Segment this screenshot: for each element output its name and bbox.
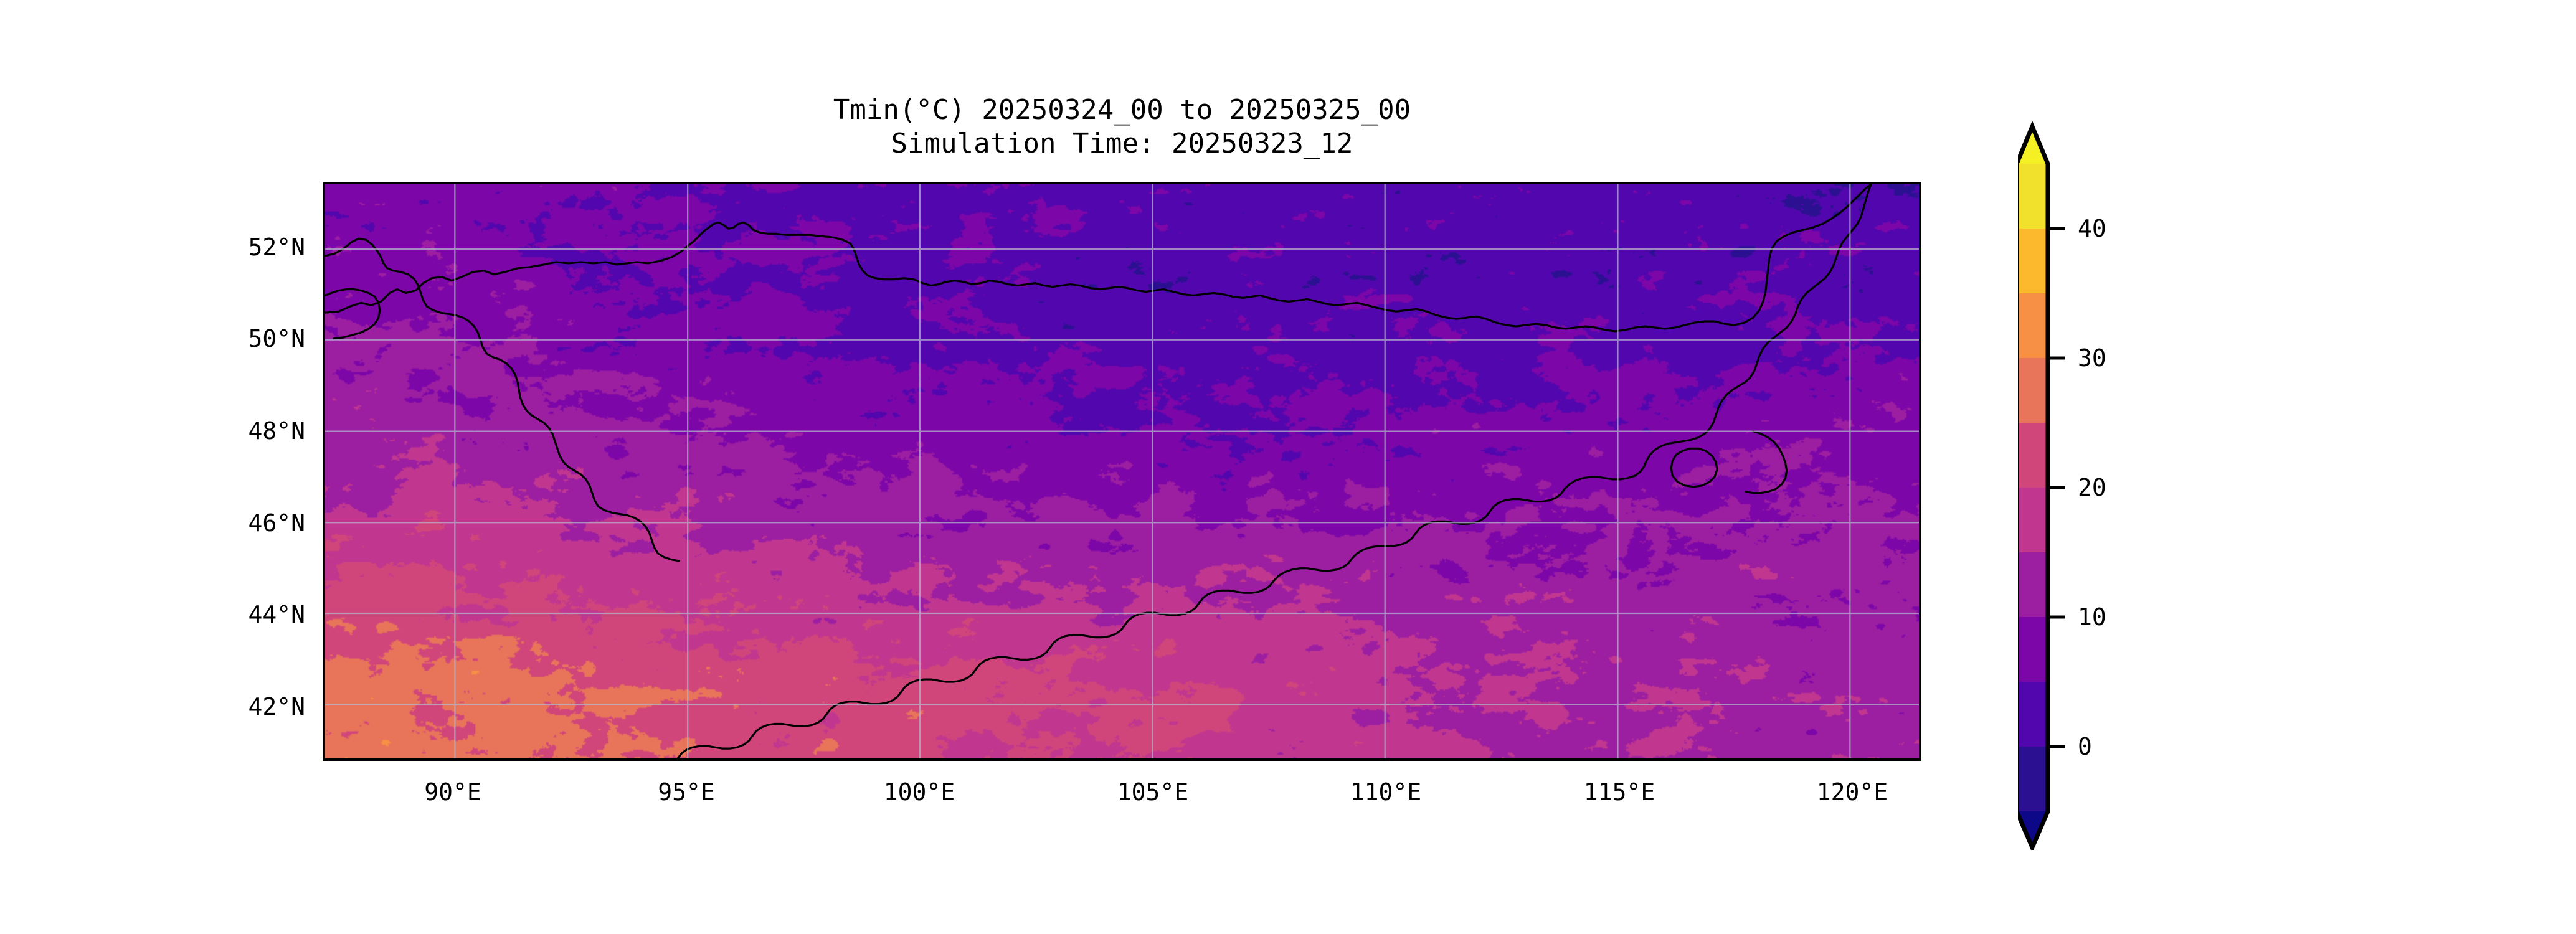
ytick-label-44n: 44°N <box>248 601 305 628</box>
colorbar-tick-0: 0 <box>2078 733 2092 760</box>
ytick-label-46n: 46°N <box>248 509 305 537</box>
colorbar-outline <box>2018 120 2050 850</box>
ytick-label-52n: 52°N <box>248 234 305 261</box>
temperature-field <box>325 184 1919 758</box>
colorbar-over-arrow <box>2018 126 2048 164</box>
ytick-label-42n: 42°N <box>248 693 305 720</box>
colorbar: 40 30 20 10 0 <box>2018 103 2255 850</box>
title-line-1: Tmin(°C) 20250324_00 to 20250325_00 <box>833 94 1411 126</box>
colorbar-tick-10: 10 <box>2078 603 2106 631</box>
xtick-label-90e: 90°E <box>424 778 481 806</box>
ytick-label-50n: 50°N <box>248 325 305 352</box>
xtick-label-105e: 105°E <box>1117 778 1189 806</box>
xtick-label-120e: 120°E <box>1816 778 1888 806</box>
colorbar-tick-20: 20 <box>2078 474 2106 501</box>
ytick-label-48n: 48°N <box>248 417 305 445</box>
xtick-label-115e: 115°E <box>1583 778 1655 806</box>
country-borders <box>325 184 1872 758</box>
colorbar-tick-30: 30 <box>2078 344 2106 372</box>
xtick-label-95e: 95°E <box>658 778 715 806</box>
colorbar-tick-40: 40 <box>2078 215 2106 242</box>
map-plot-area <box>323 182 1921 761</box>
title-line-2: Simulation Time: 20250323_12 <box>891 128 1353 159</box>
xtick-label-100e: 100°E <box>883 778 955 806</box>
chart-title: Tmin(°C) 20250324_00 to 20250325_00 Simu… <box>323 93 1921 161</box>
colorbar-under-arrow <box>2018 811 2048 847</box>
colorbar-svg <box>2018 120 2065 850</box>
map-gridlines <box>325 184 1919 758</box>
xtick-label-110e: 110°E <box>1350 778 1422 806</box>
